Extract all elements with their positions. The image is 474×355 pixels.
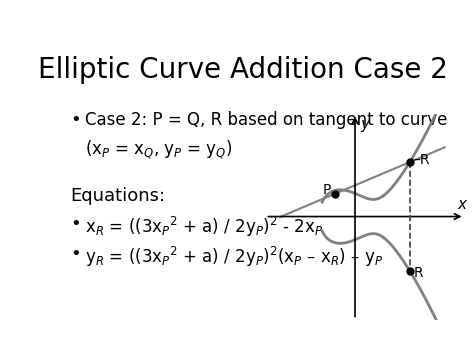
Text: y: y <box>360 117 369 132</box>
Text: Case 2: P = Q, R based on tangent to curve: Case 2: P = Q, R based on tangent to cur… <box>85 111 447 129</box>
Text: R: R <box>414 266 423 280</box>
Text: Equations:: Equations: <box>70 187 165 206</box>
Text: P: P <box>322 183 330 197</box>
Text: •: • <box>70 111 81 129</box>
Text: •: • <box>70 215 81 233</box>
Text: (x$_P$ = x$_Q$, y$_P$ = y$_Q$): (x$_P$ = x$_Q$, y$_P$ = y$_Q$) <box>85 138 233 161</box>
Text: •: • <box>70 245 81 263</box>
Text: Elliptic Curve Addition Case 2: Elliptic Curve Addition Case 2 <box>38 56 448 84</box>
Text: x$_R$ = ((3x$_P$$^2$ + a) / 2y$_P$)$^2$ - 2x$_P$: x$_R$ = ((3x$_P$$^2$ + a) / 2y$_P$)$^2$ … <box>85 215 323 239</box>
Text: y$_R$ = ((3x$_P$$^2$ + a) / 2y$_P$)$^2$(x$_P$ – x$_R$) – y$_P$: y$_R$ = ((3x$_P$$^2$ + a) / 2y$_P$)$^2$(… <box>85 245 383 269</box>
Text: x: x <box>457 197 466 212</box>
Text: –R: –R <box>414 153 430 167</box>
